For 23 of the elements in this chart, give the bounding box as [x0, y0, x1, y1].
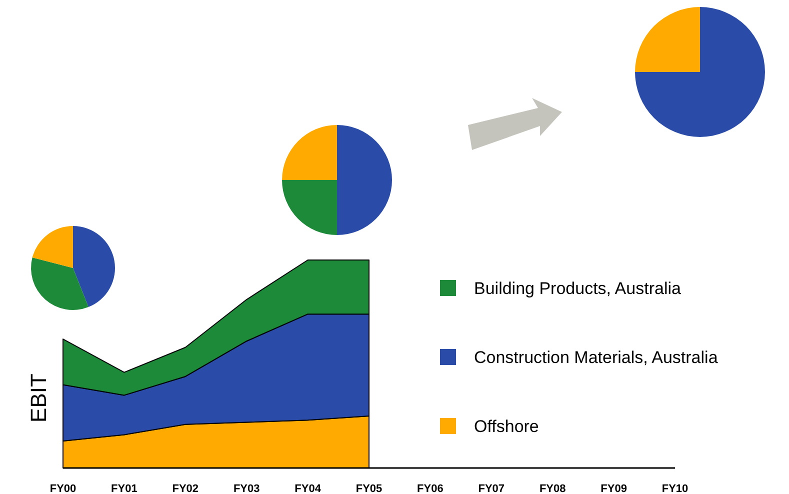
pie-slice	[635, 7, 700, 72]
x-tick-label: FY06	[417, 483, 444, 494]
legend-label: Building Products, Australia	[474, 279, 682, 298]
x-tick-label: FY08	[539, 483, 566, 494]
pie-slice	[31, 258, 88, 310]
legend-label: Construction Materials, Australia	[474, 348, 718, 367]
x-tick-label: FY03	[233, 483, 260, 494]
legend-label: Offshore	[474, 417, 539, 436]
x-tick-label: FY00	[50, 483, 76, 494]
x-tick-label: FY10	[662, 483, 688, 494]
x-tick-label: FY07	[478, 483, 505, 494]
x-tick-label: FY04	[294, 483, 322, 494]
y-axis-title: EBIT	[26, 374, 51, 422]
pie-slice	[635, 7, 765, 137]
pie-slice	[282, 180, 337, 235]
pie-slice	[282, 125, 337, 180]
x-tick-label: FY01	[111, 483, 138, 494]
pie-slice	[337, 125, 392, 235]
x-tick-label: FY05	[356, 483, 382, 494]
x-tick-label: FY09	[600, 483, 627, 494]
pie-slice	[32, 226, 73, 268]
pie-slice	[73, 226, 115, 308]
x-tick-label: FY02	[172, 483, 199, 494]
